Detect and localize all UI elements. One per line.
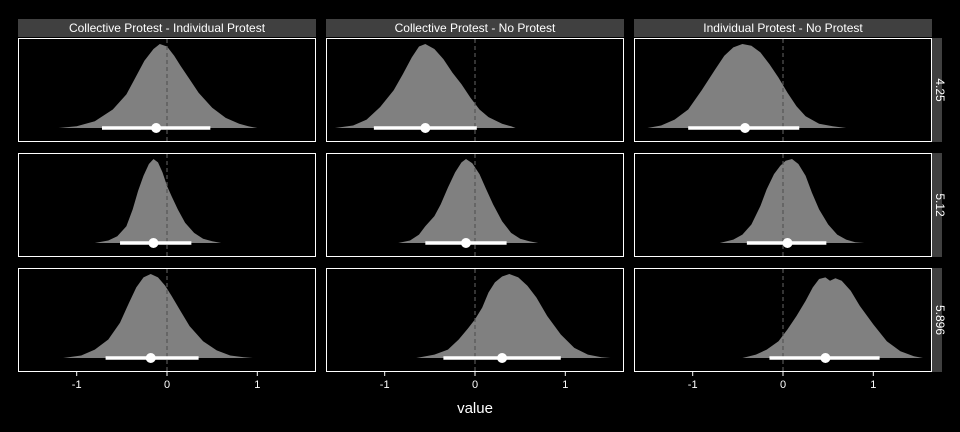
- density-area: [58, 44, 258, 128]
- row-strip-label: 5.896: [933, 305, 947, 335]
- column-strip-label: Collective Protest - Individual Protest: [69, 21, 266, 35]
- x-tick-label: -1: [688, 379, 698, 391]
- panel-border: [326, 153, 624, 257]
- x-tick-label: 1: [870, 379, 876, 391]
- point-estimate: [151, 123, 162, 133]
- point-estimate: [460, 238, 471, 248]
- x-tick-label: -1: [380, 379, 390, 391]
- row-strip: 4.25: [932, 38, 947, 142]
- density-area: [398, 159, 539, 243]
- density-area: [647, 44, 847, 128]
- density-area: [719, 159, 865, 243]
- x-axis: -1 0 1: [380, 372, 568, 391]
- density-area: [742, 277, 923, 358]
- x-tick-label: 1: [562, 379, 568, 391]
- x-tick-label: 1: [254, 379, 260, 391]
- point-estimate: [782, 238, 793, 248]
- facet-panel: [634, 38, 932, 142]
- facet-panel: [326, 153, 624, 257]
- facet-panel: [18, 153, 316, 257]
- density-area: [94, 159, 222, 243]
- panel-border: [634, 153, 932, 257]
- row-strip-background: [932, 38, 942, 142]
- column-strip-background: [634, 19, 932, 37]
- facet-panel: [634, 153, 932, 257]
- row-strip-label: 4.25: [933, 78, 947, 102]
- x-axis: -1 0 1: [72, 372, 260, 391]
- column-strip-background: [18, 19, 316, 37]
- column-strip: Collective Protest - No Protest: [326, 19, 624, 37]
- panel-border: [326, 38, 624, 142]
- column-strip: Individual Protest - No Protest: [634, 19, 932, 37]
- x-axis-title: value: [457, 400, 493, 417]
- row-strip: 5.12: [932, 153, 947, 257]
- x-axes: -1 0 1 -1 0 1 -1 0 1: [72, 372, 876, 391]
- panel-border: [326, 268, 624, 372]
- panels-layer: [18, 38, 932, 372]
- row-strips: 4.25 5.12 5.896: [932, 38, 947, 372]
- density-area: [335, 44, 516, 128]
- row-strip-label: 5.12: [933, 193, 947, 217]
- density-area: [416, 274, 611, 358]
- row-strip-background: [932, 153, 942, 257]
- point-estimate: [420, 123, 431, 133]
- x-tick-label: 0: [164, 379, 170, 391]
- row-strip: 5.896: [932, 268, 947, 372]
- facet-panel: [18, 268, 316, 372]
- column-strip: Collective Protest - Individual Protest: [18, 19, 316, 37]
- point-estimate: [145, 353, 156, 363]
- column-strip-background: [326, 19, 624, 37]
- point-estimate: [820, 353, 831, 363]
- column-strip-label: Collective Protest - No Protest: [395, 21, 556, 35]
- column-strip-label: Individual Protest - No Protest: [703, 21, 863, 35]
- panel-border: [634, 38, 932, 142]
- facet-panel: [18, 38, 316, 142]
- panel-border: [634, 268, 932, 372]
- panel-border: [18, 268, 316, 372]
- panel-border: [18, 38, 316, 142]
- panel-border: [18, 153, 316, 257]
- facet-panel: [634, 268, 932, 372]
- density-area: [63, 274, 253, 358]
- x-tick-label: 0: [780, 379, 786, 391]
- point-estimate: [740, 123, 751, 133]
- facet-panel: [326, 38, 624, 142]
- point-estimate: [497, 353, 508, 363]
- column-strips: Collective Protest - Individual Protest C…: [18, 19, 932, 37]
- x-tick-label: -1: [72, 379, 82, 391]
- point-estimate: [148, 238, 159, 248]
- facet-panel: [326, 268, 624, 372]
- row-strip-background: [932, 268, 942, 372]
- x-tick-label: 0: [472, 379, 478, 391]
- x-axis: -1 0 1: [688, 372, 876, 391]
